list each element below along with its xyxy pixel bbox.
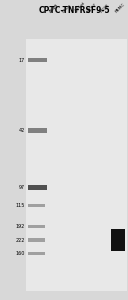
Bar xyxy=(111,229,125,251)
Text: CPTC-TNFRSF9-5: CPTC-TNFRSF9-5 xyxy=(38,6,110,15)
Text: Jurkat: Jurkat xyxy=(74,2,86,14)
Text: H226: H226 xyxy=(100,2,111,14)
Bar xyxy=(28,252,45,255)
Text: 160: 160 xyxy=(16,251,25,256)
Text: A549: A549 xyxy=(48,3,59,13)
Bar xyxy=(28,238,45,242)
Bar xyxy=(28,128,47,133)
Text: 17: 17 xyxy=(19,58,25,62)
FancyBboxPatch shape xyxy=(26,39,127,291)
Text: 42: 42 xyxy=(19,128,25,133)
Text: 97: 97 xyxy=(19,185,25,190)
Text: 222: 222 xyxy=(16,238,25,242)
Text: HeLa: HeLa xyxy=(61,3,72,13)
Bar xyxy=(28,204,45,207)
Text: 192: 192 xyxy=(16,224,25,229)
Text: 115: 115 xyxy=(16,203,25,208)
Bar xyxy=(28,58,47,62)
Bar xyxy=(28,185,47,190)
Bar xyxy=(28,225,45,228)
Text: PBMC: PBMC xyxy=(115,2,126,14)
Text: MCF7: MCF7 xyxy=(87,2,98,14)
